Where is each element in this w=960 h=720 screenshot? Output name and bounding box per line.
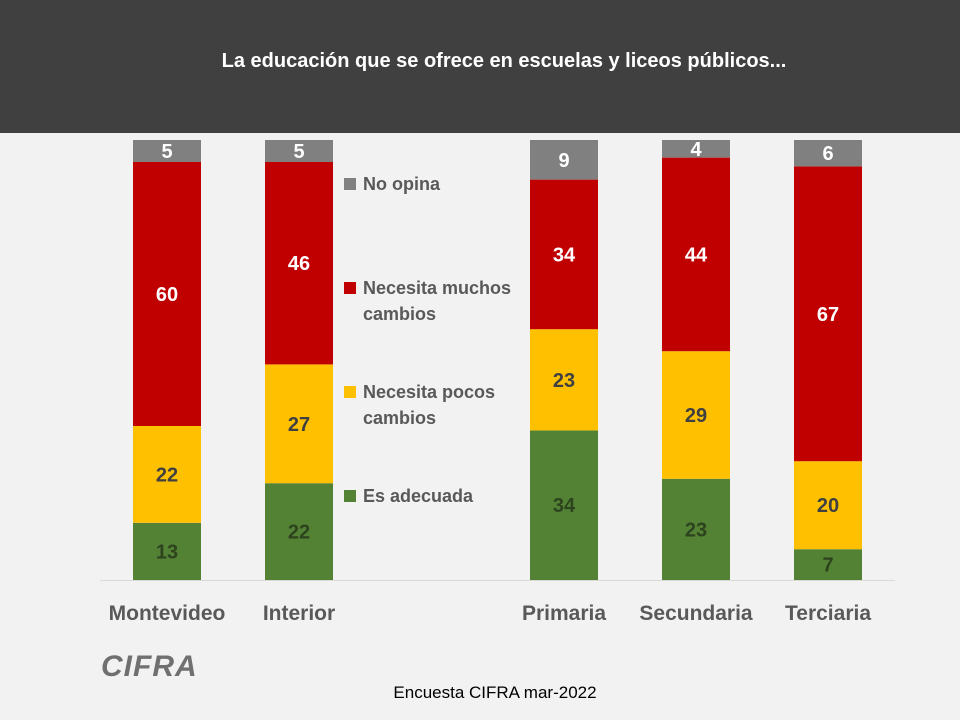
data-label: 60 — [156, 284, 178, 306]
bar-terciaria-necesita-muchos-cambios — [794, 166, 862, 462]
data-label: 4 — [690, 139, 702, 161]
x-tick-label: Primaria — [522, 602, 606, 625]
bar-primaria-necesita-muchos-cambios — [530, 179, 598, 330]
bar-terciaria-necesita-pocos-cambios — [794, 461, 862, 550]
source-note: Encuesta CIFRA mar-2022 — [393, 683, 597, 702]
legend-swatch — [344, 490, 356, 502]
bar-montevideo-no-opina — [133, 140, 201, 162]
data-label: 9 — [558, 150, 569, 172]
legend-label: cambios — [363, 408, 436, 428]
bar-interior-no-opina — [265, 140, 333, 162]
data-label: 23 — [685, 519, 707, 541]
data-label: 34 — [553, 495, 576, 517]
x-tick-label: Terciaria — [785, 602, 871, 625]
data-label: 46 — [288, 253, 310, 275]
bar-montevideo-es-adecuada — [133, 522, 201, 580]
bar-primaria-no-opina — [530, 140, 598, 180]
legend-swatch — [344, 386, 356, 398]
data-label: 6 — [822, 143, 833, 165]
x-tick-label: Interior — [263, 602, 335, 625]
bar-secundaria-necesita-pocos-cambios — [662, 351, 730, 479]
legend-label: Es adecuada — [363, 486, 474, 506]
legend-label: No opina — [363, 174, 441, 194]
x-tick-label: Montevideo — [109, 602, 226, 625]
bar-primaria-es-adecuada — [530, 430, 598, 580]
data-label: 44 — [685, 244, 708, 266]
data-label: 5 — [293, 141, 304, 163]
legend-swatch — [344, 178, 356, 190]
header-bar: La educación que se ofrece en escuelas y… — [0, 0, 960, 133]
cifra-logo: CIFRA — [101, 650, 198, 683]
x-tick-label: Secundaria — [639, 602, 753, 625]
data-label: 13 — [156, 541, 178, 563]
bar-interior-necesita-muchos-cambios — [265, 162, 333, 365]
data-label: 5 — [161, 141, 172, 163]
legend-label: Necesita muchos — [363, 278, 511, 298]
data-label: 23 — [553, 370, 575, 392]
bar-interior-necesita-pocos-cambios — [265, 364, 333, 484]
data-label: 29 — [685, 405, 707, 427]
legend-label: cambios — [363, 304, 436, 324]
data-label: 34 — [553, 244, 576, 266]
data-label: 20 — [817, 495, 839, 517]
data-label: 22 — [156, 464, 178, 486]
bar-secundaria-no-opina — [662, 140, 730, 158]
bar-montevideo-necesita-pocos-cambios — [133, 426, 201, 523]
chart-title: La educación que se ofrece en escuelas y… — [221, 50, 787, 72]
bar-terciaria-no-opina — [794, 140, 862, 167]
bar-interior-es-adecuada — [265, 483, 333, 580]
bar-primaria-necesita-pocos-cambios — [530, 329, 598, 431]
bar-terciaria-es-adecuada — [794, 549, 862, 580]
data-label: 22 — [288, 522, 310, 544]
bar-secundaria-necesita-muchos-cambios — [662, 157, 730, 352]
data-label: 67 — [817, 304, 839, 326]
data-label: 7 — [822, 555, 833, 577]
bar-secundaria-es-adecuada — [662, 478, 730, 580]
data-label: 27 — [288, 414, 310, 436]
legend-label: Necesita pocos — [363, 382, 495, 402]
legend-swatch — [344, 282, 356, 294]
bar-montevideo-necesita-muchos-cambios — [133, 162, 201, 426]
